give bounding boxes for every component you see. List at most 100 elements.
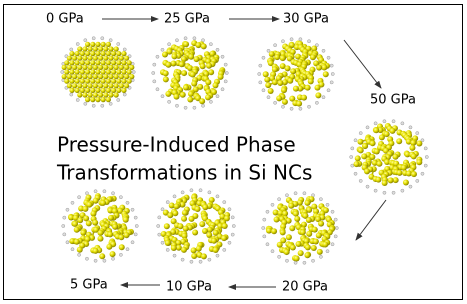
si-atom [199, 98, 205, 104]
si-atom [370, 140, 376, 146]
hydrogen [354, 139, 357, 142]
si-atom [301, 95, 307, 101]
si-atom [311, 245, 317, 251]
si-atom [221, 235, 227, 241]
si-atom [77, 92, 82, 97]
si-atom [288, 203, 294, 209]
si-atom [119, 65, 124, 70]
si-atom [77, 247, 83, 253]
si-atom [82, 92, 87, 97]
si-atom [69, 60, 74, 65]
si-atom [121, 88, 126, 93]
hydrogen [216, 254, 219, 257]
si-atom [67, 65, 72, 70]
si-atom [416, 140, 422, 146]
si-atom [69, 88, 74, 93]
hydrogen [401, 189, 404, 192]
hydrogen [123, 48, 126, 51]
si-atom [67, 83, 72, 88]
arrow [344, 40, 381, 88]
hydrogen [131, 208, 134, 211]
hydrogen [209, 43, 212, 46]
si-atom [401, 165, 407, 171]
si-atom [376, 161, 382, 167]
si-atom [411, 171, 417, 177]
hydrogen [303, 192, 306, 195]
si-atom [318, 221, 324, 227]
hydrogen [101, 37, 104, 40]
hydrogen [331, 243, 334, 246]
si-atom [93, 46, 98, 51]
hydrogen [311, 259, 314, 262]
hydrogen [190, 260, 193, 263]
si-atom [98, 83, 103, 88]
hydrogen [221, 88, 224, 91]
hydrogen [173, 195, 176, 198]
hydrogen [208, 191, 211, 194]
hydrogen [152, 71, 155, 74]
si-atom [98, 56, 103, 61]
hydrogen [223, 248, 226, 251]
hydrogen [374, 122, 377, 125]
hydrogen [354, 172, 357, 175]
si-atom [77, 46, 82, 51]
si-atom [111, 60, 116, 65]
si-atom [111, 51, 116, 56]
hydrogen [134, 233, 137, 236]
si-atom [195, 206, 201, 212]
hydrogen [267, 96, 270, 99]
si-atom [82, 83, 87, 88]
hydrogen [153, 63, 156, 66]
si-atom [354, 161, 360, 167]
si-atom [379, 134, 385, 140]
hydrogen [161, 208, 164, 211]
si-atom [90, 79, 95, 84]
si-atom [103, 74, 108, 79]
hydrogen [123, 93, 126, 96]
si-atom [375, 177, 381, 183]
hydrogen [299, 38, 302, 41]
hydrogen [92, 104, 95, 107]
si-atom [98, 92, 103, 97]
hydrogen [181, 191, 184, 194]
si-atom [410, 140, 416, 146]
si-atom [112, 224, 118, 230]
hydrogen [424, 147, 427, 150]
hydrogen [70, 48, 73, 51]
si-atom [171, 53, 177, 59]
hydrogen [63, 216, 66, 219]
hydrogen [263, 235, 266, 238]
si-atom [268, 88, 274, 94]
si-atom [116, 60, 121, 65]
hydrogen [135, 224, 138, 227]
si-atom [67, 74, 72, 79]
hydrogen [303, 261, 306, 264]
hydrogen [111, 192, 114, 195]
hydrogen [78, 253, 81, 256]
hydrogen [221, 55, 224, 58]
si-atom [305, 85, 311, 91]
si-atom [69, 69, 74, 74]
si-atom [308, 78, 314, 84]
hydrogen [85, 192, 88, 195]
si-atom [129, 74, 134, 79]
si-atom [101, 69, 106, 74]
si-atom [124, 56, 129, 61]
si-atom [75, 69, 80, 74]
si-atom [191, 247, 197, 253]
si-atom [108, 215, 114, 221]
si-atom [416, 159, 422, 165]
si-atom [269, 51, 275, 57]
hydrogen [193, 37, 196, 40]
si-atom [69, 79, 74, 84]
si-atom [77, 74, 82, 79]
si-atom [213, 247, 219, 253]
si-atom [191, 253, 197, 259]
hydrogen [76, 98, 79, 101]
hydrogen [76, 42, 79, 45]
si-atom [119, 56, 124, 61]
si-atom [293, 211, 299, 217]
si-atom [103, 65, 108, 70]
si-atom [114, 74, 119, 79]
si-atom [382, 180, 388, 186]
